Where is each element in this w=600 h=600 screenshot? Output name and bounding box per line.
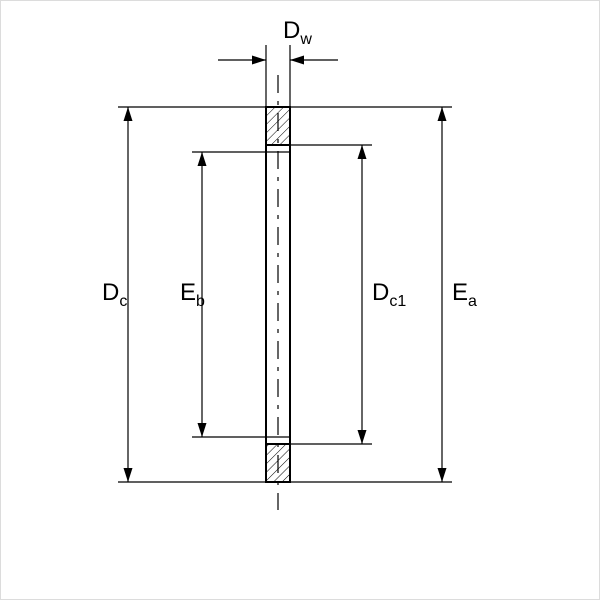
label-dc1: Dc1: [372, 279, 406, 310]
label-dw: Dw: [283, 17, 312, 48]
frame: [1, 1, 600, 600]
bearing-cross-section-diagram: Dw Dc Eb Dc1 Ea: [0, 0, 600, 600]
label-ea: Ea: [452, 279, 477, 310]
label-dc: Dc: [102, 279, 127, 310]
label-eb: Eb: [180, 279, 205, 310]
